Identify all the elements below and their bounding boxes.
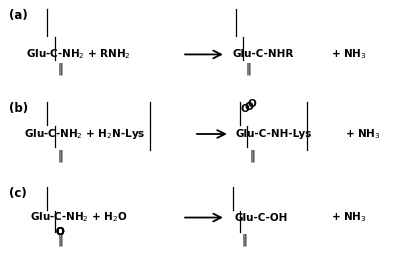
Text: (c): (c): [9, 187, 27, 200]
Text: ‖: ‖: [57, 233, 63, 247]
Text: O: O: [244, 102, 253, 112]
Text: O: O: [248, 99, 256, 109]
Text: O: O: [56, 227, 64, 237]
Text: O: O: [56, 227, 64, 237]
Text: Glu-C-NH$_2$ + H$_2$N-Lys: Glu-C-NH$_2$ + H$_2$N-Lys: [24, 127, 146, 141]
Text: + NH$_3$: + NH$_3$: [345, 127, 381, 141]
Text: + NH$_3$: + NH$_3$: [331, 211, 367, 224]
Text: O: O: [56, 227, 64, 237]
Text: ‖: ‖: [242, 233, 248, 247]
Text: O: O: [240, 104, 249, 114]
Text: ‖: ‖: [57, 150, 63, 163]
Text: (a): (a): [9, 9, 28, 22]
Text: ‖: ‖: [246, 62, 251, 75]
Text: Glu-C-OH: Glu-C-OH: [235, 213, 288, 222]
Text: Glu-C-NH$_2$ + H$_2$O: Glu-C-NH$_2$ + H$_2$O: [30, 211, 128, 224]
Text: + NH$_3$: + NH$_3$: [331, 47, 367, 61]
Text: Glu-C-NH-Lys: Glu-C-NH-Lys: [235, 129, 312, 139]
Text: ‖: ‖: [57, 62, 63, 75]
Text: ‖: ‖: [249, 150, 255, 163]
Text: Glu-C-NHR: Glu-C-NHR: [233, 49, 294, 59]
Text: (b): (b): [9, 102, 28, 115]
Text: Glu-C-NH$_2$ + RNH$_2$: Glu-C-NH$_2$ + RNH$_2$: [26, 47, 131, 61]
